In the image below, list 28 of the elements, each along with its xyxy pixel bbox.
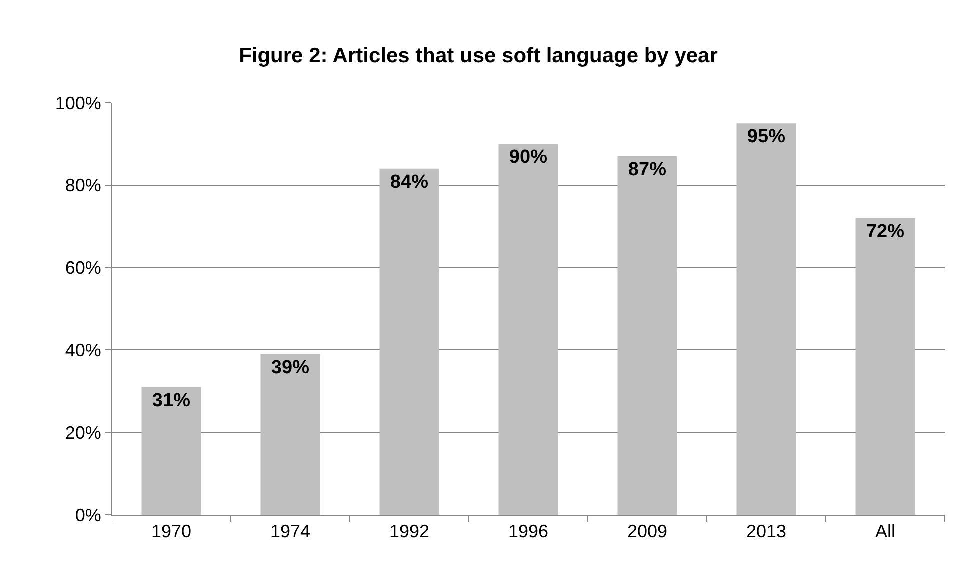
- bar: [856, 218, 916, 515]
- x-tick-label: 2013: [746, 522, 787, 542]
- x-tick-label: 2009: [627, 522, 668, 542]
- x-tick-label: 1974: [270, 522, 311, 542]
- y-tick-label: 40%: [65, 340, 102, 360]
- y-tick-label: 0%: [75, 505, 102, 526]
- data-label: 84%: [390, 172, 429, 193]
- data-label: 87%: [628, 160, 667, 181]
- bar: [142, 387, 202, 515]
- bar: [498, 144, 558, 515]
- x-tick-label: All: [875, 522, 896, 542]
- x-tick-label: 1970: [151, 522, 192, 542]
- data-label: 31%: [152, 390, 191, 412]
- data-label: 39%: [271, 357, 310, 378]
- y-tick-label: 60%: [65, 258, 102, 278]
- data-label: 90%: [509, 147, 548, 168]
- x-tick-label: 1996: [508, 522, 549, 542]
- x-tick-label: 1992: [389, 522, 430, 542]
- bar: [380, 168, 440, 515]
- bar: [736, 124, 796, 515]
- y-tick-label: 80%: [65, 176, 102, 196]
- bar: [260, 354, 320, 515]
- data-label: 95%: [747, 126, 786, 148]
- chart-title: Figure 2: Articles that use soft language by year: [239, 44, 718, 68]
- y-tick-label: 20%: [65, 422, 102, 443]
- data-label: 72%: [866, 221, 905, 242]
- y-tick-label: 100%: [55, 93, 102, 114]
- bar: [618, 156, 678, 515]
